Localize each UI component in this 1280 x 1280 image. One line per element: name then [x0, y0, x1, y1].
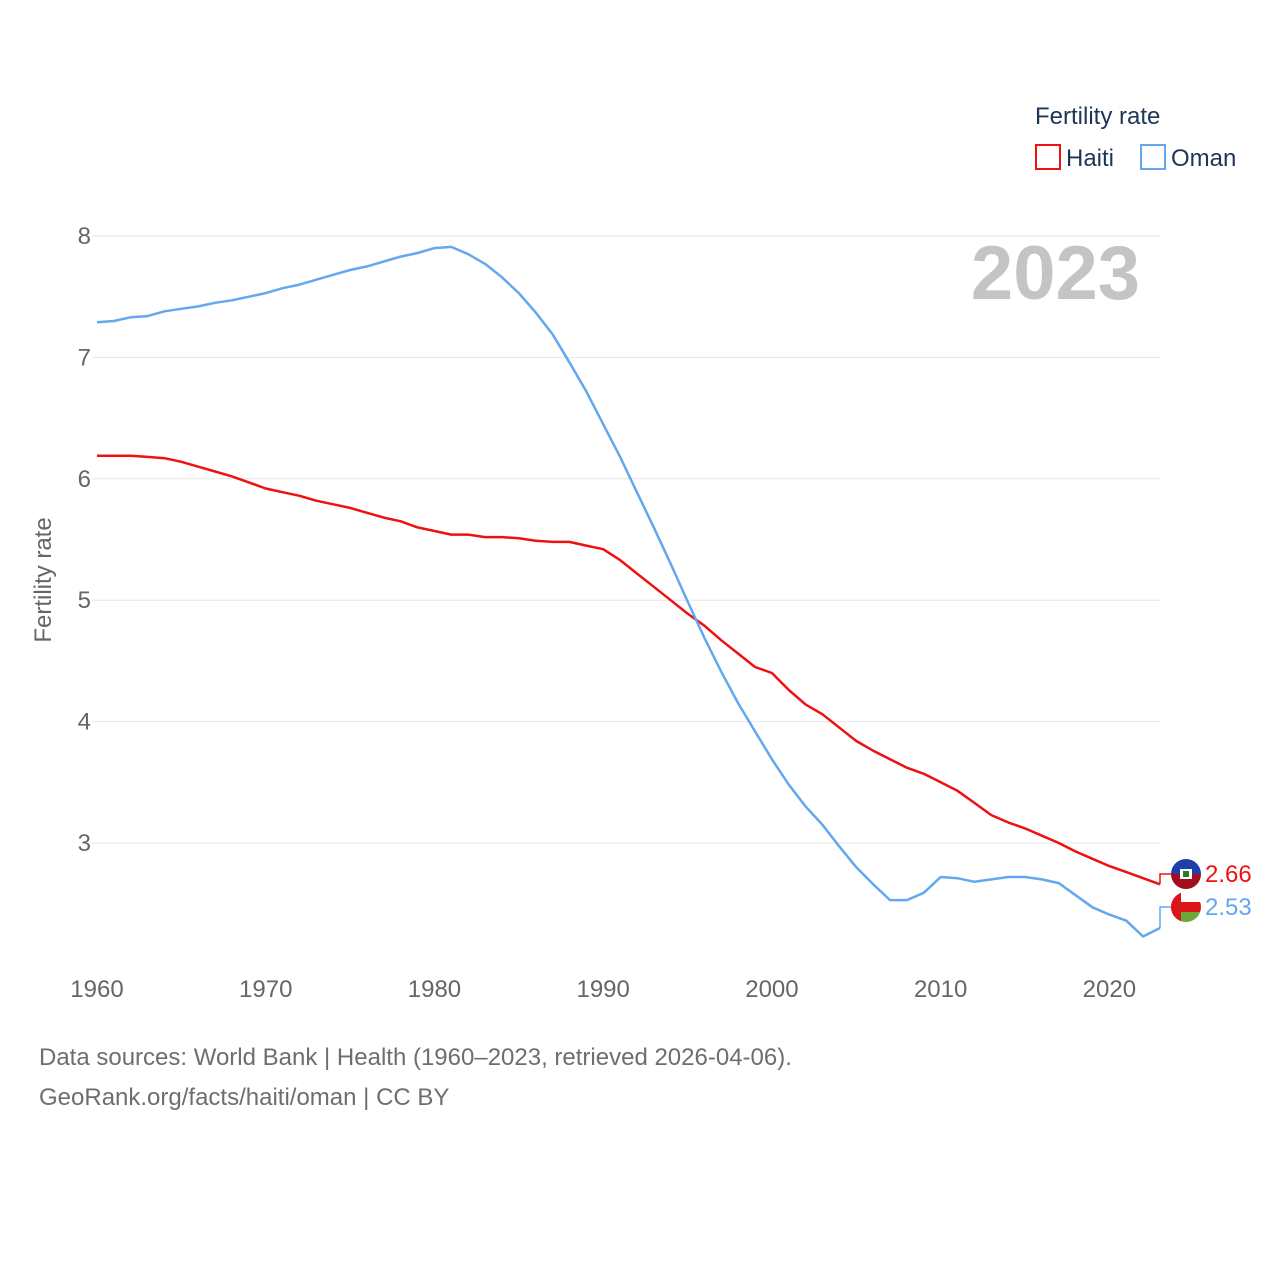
haiti-flag-icon [1171, 859, 1201, 889]
footer-attribution: GeoRank.org/facts/haiti/oman | CC BY [39, 1084, 450, 1111]
year-watermark: 2023 [971, 231, 1140, 316]
legend: Fertility rate Haiti Oman [1035, 103, 1236, 172]
legend-swatch-oman[interactable] [1140, 144, 1166, 170]
x-tick-label: 1980 [408, 976, 461, 1003]
y-tick-label: 3 [78, 830, 91, 857]
y-axis-ticks: 3 4 5 6 7 8 [78, 223, 91, 857]
series-line-oman[interactable] [96, 245, 1161, 938]
y-tick-label: 7 [78, 344, 91, 371]
legend-title: Fertility rate [1035, 103, 1160, 130]
oman-flag-icon [1171, 892, 1201, 922]
legend-label-haiti[interactable]: Haiti [1066, 145, 1114, 172]
gridlines [92, 235, 1160, 844]
y-tick-label: 8 [78, 223, 91, 250]
end-value-haiti: 2.66 [1205, 861, 1252, 888]
x-tick-label: 1990 [576, 976, 629, 1003]
x-tick-label: 1970 [239, 976, 292, 1003]
x-tick-label: 2000 [745, 976, 798, 1003]
x-tick-label: 1960 [70, 976, 123, 1003]
x-tick-label: 2010 [914, 976, 967, 1003]
series-line-haiti[interactable] [97, 454, 1161, 886]
y-tick-label: 4 [78, 709, 91, 736]
series-lines [96, 245, 1161, 938]
x-axis-ticks: 1960 1970 1980 1990 2000 2010 2020 [70, 976, 1136, 1003]
end-markers: 2.66 2.53 [1159, 859, 1252, 928]
legend-swatch-haiti[interactable] [1035, 144, 1061, 170]
y-tick-label: 6 [78, 466, 91, 493]
leader-line-haiti [1159, 873, 1172, 885]
leader-line-oman [1159, 906, 1172, 928]
end-value-oman: 2.53 [1205, 894, 1252, 921]
x-tick-label: 2020 [1083, 976, 1136, 1003]
y-axis-title: Fertility rate [30, 517, 57, 642]
legend-label-oman[interactable]: Oman [1171, 145, 1236, 172]
y-tick-label: 5 [78, 587, 91, 614]
footer-data-sources: Data sources: World Bank | Health (1960–… [39, 1044, 792, 1071]
